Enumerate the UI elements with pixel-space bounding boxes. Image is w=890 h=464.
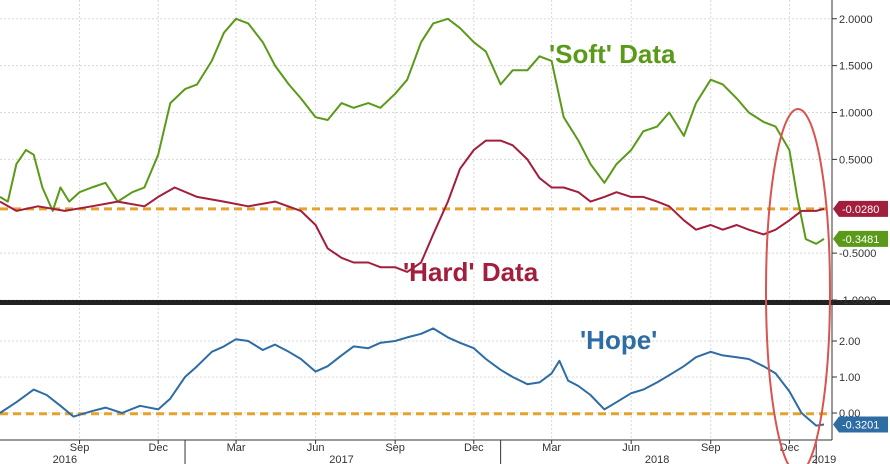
xtick-label: Sep (70, 442, 90, 454)
xtick-label: Mar (542, 442, 561, 454)
xtick-label: Sep (701, 442, 721, 454)
xtick-label: Jun (307, 442, 325, 454)
last-value-badges: -0.3481 -0.0280 -0.3201 (833, 200, 888, 433)
ytick-label: 1.5000 (839, 61, 873, 73)
badge-shape (833, 230, 888, 247)
ytick-label: 2.00 (839, 336, 860, 348)
series-annotation: 'Hard' Data (403, 257, 539, 287)
series-line (0, 17, 825, 245)
badge-shape (833, 200, 888, 217)
ytick-label: 2.0000 (839, 14, 873, 26)
panel-divider (0, 300, 890, 305)
xtick-label: Sep (385, 442, 405, 454)
badge-shape (833, 416, 888, 433)
xtick-label: Dec (148, 442, 168, 454)
ytick-label: 1.0000 (839, 108, 873, 120)
xtick-label: Dec (780, 442, 800, 454)
series-lines (0, 17, 825, 427)
year-label: 2017 (329, 454, 353, 464)
series-annotation: 'Soft' Data (549, 39, 676, 69)
year-label: 2016 (53, 454, 77, 464)
ytick-label: 0.5000 (839, 154, 873, 166)
x-axis: Sep Dec Mar Jun Sep Dec Mar Jun Sep Dec 2016 2017 20… (0, 439, 836, 464)
series-line (0, 327, 825, 427)
badge-value: -0.3481 (842, 234, 879, 246)
last-value-badge: -0.0280 (833, 200, 888, 217)
series-annotations: 'Soft' Data 'Hard' Data 'Hope' (403, 39, 676, 355)
series-annotation: 'Hope' (580, 325, 657, 355)
xtick-label: Jun (622, 442, 640, 454)
xtick-label: Mar (227, 442, 246, 454)
highlight-ellipse (765, 108, 831, 464)
series-line (0, 139, 825, 273)
reference-lines (0, 207, 832, 416)
year-label: 2018 (645, 454, 669, 464)
badge-value: -0.3201 (842, 420, 879, 432)
last-value-badge: -0.3201 (833, 416, 888, 433)
badge-value: -0.0280 (842, 204, 879, 216)
axes: 2.0000 1.5000 1.0000 0.5000 -0.5000 -1.0000 2.… (831, 0, 876, 440)
xtick-label: Dec (464, 442, 484, 454)
ytick-label: -0.5000 (839, 248, 876, 260)
ytick-label: 1.00 (839, 372, 860, 384)
year-label: 2019 (812, 454, 836, 464)
ytick-label: -1.0000 (839, 295, 876, 307)
last-value-badge: -0.3481 (833, 230, 888, 247)
